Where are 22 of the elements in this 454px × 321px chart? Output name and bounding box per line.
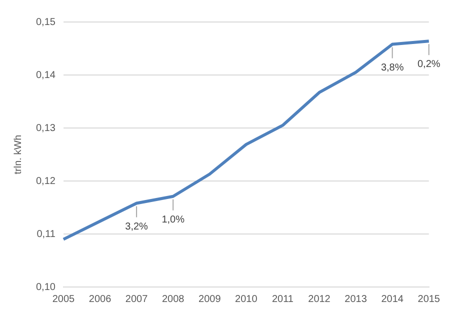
annotation: 1,0% <box>162 214 185 226</box>
annotation: 3,2% <box>125 221 148 232</box>
x-tick-label: 2009 <box>198 294 222 305</box>
x-tick-label: 2011 <box>272 294 294 305</box>
annotation: 0,2% <box>417 59 440 70</box>
x-tick-label: 2006 <box>88 294 112 305</box>
y-tick-label: 0,14 <box>36 70 56 81</box>
x-tick-label: 2012 <box>308 294 331 305</box>
x-tick-label: 2007 <box>125 294 148 305</box>
y-tick-label: 0,11 <box>36 228 56 240</box>
y-tick-label: 0,15 <box>36 16 56 28</box>
x-tick-label: 2013 <box>344 294 368 305</box>
y-tick-label: 0,13 <box>36 122 56 134</box>
y-axis-title: trln. kWh <box>12 134 24 174</box>
y-tick-label: 0,10 <box>36 282 56 293</box>
x-tick-label: 2010 <box>235 294 258 305</box>
y-tick-label: 0,12 <box>36 176 56 187</box>
x-tick-label: 2008 <box>162 294 185 305</box>
x-tick-label: 2005 <box>52 294 76 305</box>
x-tick-label: 2014 <box>381 294 404 305</box>
x-tick-label: 2015 <box>418 294 440 305</box>
annotation: 3,8% <box>380 62 404 74</box>
